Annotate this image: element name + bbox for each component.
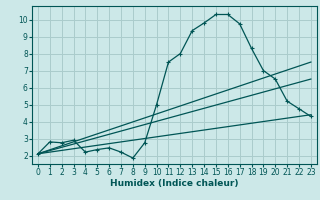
X-axis label: Humidex (Indice chaleur): Humidex (Indice chaleur) (110, 179, 239, 188)
